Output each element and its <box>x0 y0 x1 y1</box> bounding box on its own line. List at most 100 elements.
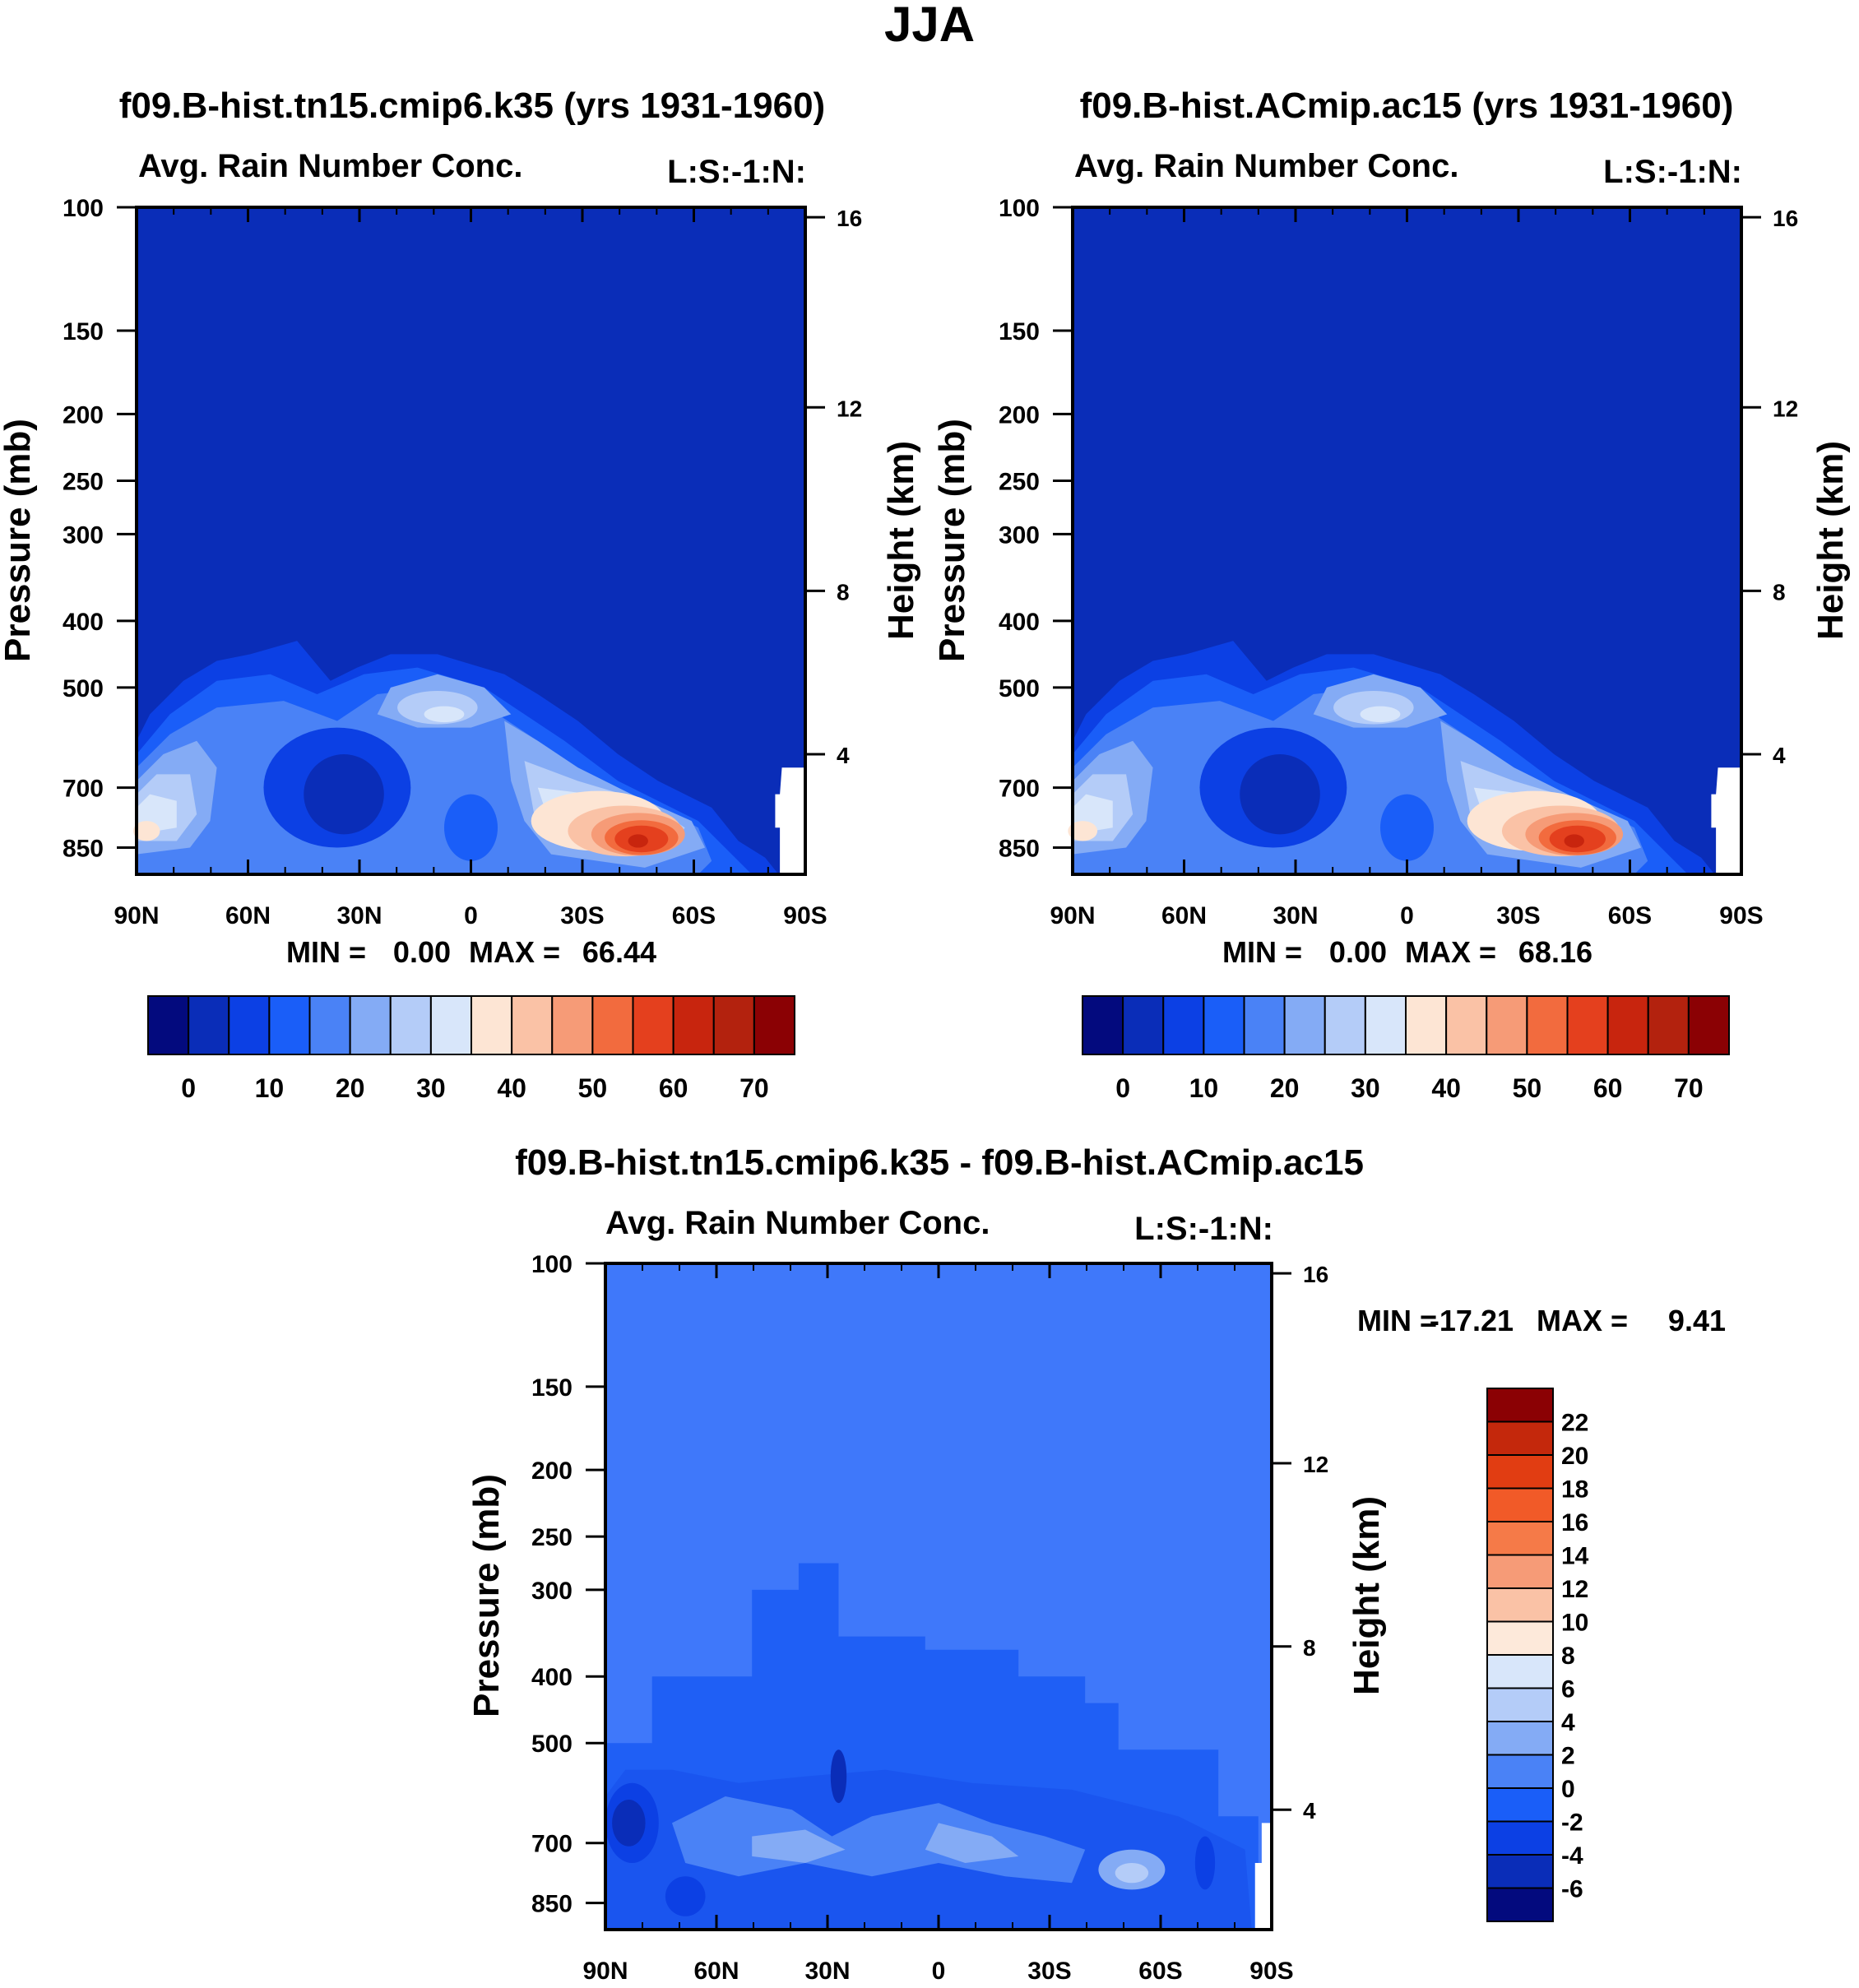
colorbar-swatch <box>1486 1587 1554 1623</box>
panel-1-subtitle-left: Avg. Rain Number Conc. <box>138 148 522 184</box>
colorbar-label: 16 <box>1561 1509 1588 1536</box>
y-tick-label: 250 <box>999 469 1040 496</box>
colorbar-swatch <box>1486 1554 1554 1589</box>
colorbar-swatch <box>349 995 392 1055</box>
colorbar-label: 0 <box>1115 1073 1130 1103</box>
panel-1-max-label: MAX = <box>469 935 560 969</box>
colorbar-label: 70 <box>1674 1073 1704 1103</box>
x-tick-label: 30N <box>804 1958 850 1985</box>
panel-2-colorbar: 0 10 20 30 40 50 60 70 <box>1082 995 1730 1103</box>
colorbar-swatch <box>712 995 755 1055</box>
colorbar-swatch <box>1566 995 1609 1055</box>
height-tick-label: 16 <box>1773 206 1798 231</box>
panel-2-subtitle-right: L:S:-1:N: <box>1603 154 1742 190</box>
colorbar-label: 20 <box>1270 1073 1300 1103</box>
colorbar-label: 18 <box>1561 1476 1588 1504</box>
panel-3-x-axis: 90N 60N 30N 0 30S 60S 90S <box>582 1263 1294 1985</box>
colorbar-swatch <box>1405 995 1448 1055</box>
colorbar-label: 22 <box>1561 1410 1588 1437</box>
contour-north-peak <box>1068 821 1098 841</box>
colorbar-label: 20 <box>1561 1443 1588 1470</box>
contour-low-equator <box>443 794 498 861</box>
panel-3-max-value: 9.41 <box>1668 1304 1726 1337</box>
height-tick-label: 8 <box>1303 1635 1316 1661</box>
colorbar-label: 50 <box>1513 1073 1542 1103</box>
contour-low-equator <box>1379 794 1435 861</box>
panel-2-subtitle-left: Avg. Rain Number Conc. <box>1074 148 1458 184</box>
diff-level-6 <box>1115 1863 1149 1884</box>
height-tick-label: 4 <box>1773 743 1786 768</box>
colorbar-swatch <box>1486 995 1528 1055</box>
colorbar-swatch <box>1486 1887 1554 1922</box>
height-tick-label: 4 <box>1303 1798 1316 1823</box>
contour-tropics-35 <box>424 706 465 723</box>
panel-3-contours <box>605 1563 1272 1930</box>
height-tick-label: 4 <box>837 743 850 768</box>
colorbar-swatch <box>1162 995 1205 1055</box>
y-tick-label: 400 <box>531 1664 573 1691</box>
diff-level-neg4-south <box>1194 1836 1216 1890</box>
panel-3-y-label: Pressure (mb) <box>466 1474 507 1717</box>
x-tick-label: 0 <box>464 902 478 929</box>
y-tick-label: 100 <box>531 1251 573 1278</box>
panel-3-min-label: MIN = <box>1357 1304 1437 1337</box>
height-tick-label: 12 <box>1303 1452 1328 1477</box>
panel-1-plot: 90N 60N 30N 0 30S 60S 90S 100 150 200 250 300 400 50… <box>63 195 862 929</box>
panel-3-y-axis: 100 150 200 250 300 400 500 700 850 <box>531 1251 605 1918</box>
colorbar-swatch <box>1486 1487 1554 1522</box>
colorbar-label: 4 <box>1561 1709 1575 1736</box>
colorbar-swatch <box>1203 995 1245 1055</box>
x-tick-label: 90N <box>1050 902 1095 929</box>
x-tick-label: 90S <box>783 902 827 929</box>
y-tick-label: 150 <box>531 1374 573 1402</box>
colorbar-label: 10 <box>1189 1073 1219 1103</box>
height-tick-label: 16 <box>1303 1262 1328 1287</box>
colorbar-label: 0 <box>1561 1776 1575 1803</box>
y-tick-label: 850 <box>63 836 104 863</box>
colorbar-swatch <box>591 995 634 1055</box>
contour-low-30n-core <box>1240 754 1320 835</box>
panel-1-max-value: 66.44 <box>582 935 656 969</box>
x-tick-label: 0 <box>932 1958 946 1985</box>
panel-1-y-axis-right: 16 12 8 4 <box>805 206 862 768</box>
colorbar-swatch <box>1486 1620 1554 1656</box>
colorbar-label: 14 <box>1561 1543 1589 1570</box>
x-tick-label: 30S <box>560 902 604 929</box>
y-tick-label: 700 <box>63 776 104 803</box>
x-tick-label: 0 <box>1400 902 1414 929</box>
colorbar-swatch <box>1243 995 1286 1055</box>
panel-1: f09.B-hist.tn15.cmip6.k35 (yrs 1931-1960… <box>0 86 921 1103</box>
diff-level-neg6-tropic <box>830 1749 847 1804</box>
diff-level-2 <box>672 1796 1086 1884</box>
x-tick-label: 30S <box>1496 902 1540 929</box>
colorbar-label: 0 <box>181 1073 196 1103</box>
panel-3-title: f09.B-hist.tn15.cmip6.k35 - f09.B-hist.A… <box>515 1142 1364 1183</box>
panel-2-max-value: 68.16 <box>1518 935 1592 969</box>
x-tick-label: 60N <box>225 902 271 929</box>
height-tick-label: 8 <box>1773 579 1786 605</box>
colorbar-label: 20 <box>336 1073 365 1103</box>
panel-2-contours <box>1068 641 1741 874</box>
colorbar-swatch <box>1486 1787 1554 1823</box>
colorbar-swatch <box>308 995 351 1055</box>
contour-north-peak <box>132 821 160 841</box>
panel-2-plot: 90N 60N 30N 0 30S 60S 90S 100 150 200 250 300 400 50… <box>999 195 1798 929</box>
y-tick-label: 150 <box>999 318 1040 345</box>
panel-3: f09.B-hist.tn15.cmip6.k35 - f09.B-hist.A… <box>466 1142 1726 1985</box>
colorbar-swatch <box>1486 1654 1554 1689</box>
panel-3-plot: 90N 60N 30N 0 30S 60S 90S 100 150 200 250 300 400 50… <box>531 1251 1328 1985</box>
y-tick-label: 300 <box>999 521 1040 549</box>
colorbar-swatch <box>1486 1521 1554 1556</box>
y-tick-label: 300 <box>531 1578 573 1605</box>
colorbar-label: 60 <box>1593 1073 1623 1103</box>
panel-1-subtitle-right: L:S:-1:N: <box>667 154 806 190</box>
colorbar-swatch <box>1486 1454 1554 1490</box>
colorbar-label: 10 <box>255 1073 285 1103</box>
colorbar-label: 2 <box>1561 1743 1575 1770</box>
missing-data-region <box>775 767 805 874</box>
colorbar-swatch <box>1283 995 1326 1055</box>
y-tick-label: 200 <box>999 401 1040 429</box>
colorbar-swatch <box>429 995 472 1055</box>
panel-1-min-label: MIN = <box>286 935 366 969</box>
